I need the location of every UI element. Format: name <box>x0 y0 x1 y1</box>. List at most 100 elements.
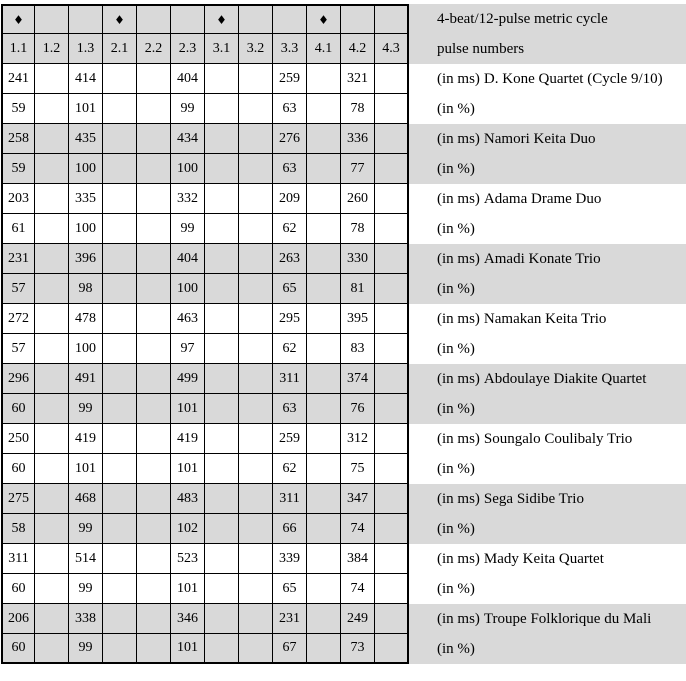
value: 330 <box>347 250 368 266</box>
value-cell: 419 <box>171 424 205 454</box>
empty-cell <box>205 334 239 364</box>
value: 435 <box>75 130 96 146</box>
value-cell: 258 <box>1 124 35 154</box>
unit-label: (in ms) <box>437 430 480 447</box>
value-cell: 60 <box>1 634 35 664</box>
value: 241 <box>8 70 29 86</box>
value-cell: 347 <box>341 484 375 514</box>
empty-cell <box>35 574 69 604</box>
value: 99 <box>180 100 195 116</box>
value: 336 <box>347 130 368 146</box>
value: 499 <box>177 370 198 386</box>
empty-cell <box>205 244 239 274</box>
pulse-number: 4.2 <box>348 40 367 56</box>
empty-cell <box>307 454 341 484</box>
value: 57 <box>11 280 26 296</box>
ensemble-name: Namori Keita Duo <box>483 130 596 147</box>
empty-cell <box>103 334 137 364</box>
value-cell: 101 <box>171 394 205 424</box>
empty-cell <box>205 634 239 664</box>
row-label-ms: (in ms) Namori Keita Duo <box>409 124 686 154</box>
value-cell: 60 <box>1 454 35 484</box>
empty-cell <box>137 4 171 34</box>
value: 346 <box>177 610 198 626</box>
value: 478 <box>75 310 96 326</box>
value: 100 <box>75 220 96 236</box>
empty-cell <box>239 304 273 334</box>
empty-cell <box>239 634 273 664</box>
diamond-icon: ♦ <box>216 12 227 27</box>
value-cell: 73 <box>341 634 375 664</box>
empty-cell <box>35 4 69 34</box>
value: 311 <box>279 370 300 386</box>
value: 468 <box>75 490 96 506</box>
table-title-text: 4-beat/12-pulse metric cycle <box>437 10 608 27</box>
empty-cell <box>375 364 409 394</box>
empty-cell <box>239 574 273 604</box>
value: 335 <box>75 190 96 206</box>
row-label-pct: (in %) <box>409 214 686 244</box>
empty-cell <box>375 574 409 604</box>
empty-cell <box>205 514 239 544</box>
empty-cell <box>205 154 239 184</box>
value: 63 <box>282 100 297 116</box>
value: 97 <box>180 340 195 356</box>
pulse-number: 1.2 <box>42 40 61 56</box>
pulse-header-cell: 2.2 <box>137 34 171 64</box>
empty-cell <box>375 604 409 634</box>
empty-cell <box>205 484 239 514</box>
value: 65 <box>282 280 297 296</box>
row-label-ms: (in ms) Abdoulaye Diakite Quartet <box>409 364 686 394</box>
value-cell: 74 <box>341 514 375 544</box>
empty-cell <box>137 604 171 634</box>
value: 250 <box>8 430 29 446</box>
empty-cell <box>35 544 69 574</box>
value: 260 <box>347 190 368 206</box>
empty-cell <box>103 184 137 214</box>
empty-cell <box>103 364 137 394</box>
empty-cell <box>239 454 273 484</box>
value-cell: 63 <box>273 94 307 124</box>
value: 100 <box>75 160 96 176</box>
row-label-pct: (in %) <box>409 94 686 124</box>
row-label-ms: (in ms) Troupe Folklorique du Mali <box>409 604 686 634</box>
empty-cell <box>35 514 69 544</box>
pulse-number: 2.2 <box>144 40 163 56</box>
value-cell: 62 <box>273 334 307 364</box>
pulse-number: 2.3 <box>178 40 197 56</box>
pulse-number: 1.1 <box>9 40 28 56</box>
value: 66 <box>282 520 297 536</box>
value: 60 <box>11 400 26 416</box>
empty-cell <box>103 454 137 484</box>
value: 321 <box>347 70 368 86</box>
metric-cycle-table: ♦ ♦ ♦ ♦ 4-beat/12-pulse metric cycle 1.1 1.2 1.… <box>1 4 686 664</box>
empty-cell <box>35 364 69 394</box>
value-cell: 312 <box>341 424 375 454</box>
empty-cell <box>137 514 171 544</box>
empty-cell <box>307 124 341 154</box>
empty-cell <box>307 604 341 634</box>
empty-cell <box>103 544 137 574</box>
value-cell: 99 <box>171 94 205 124</box>
value-cell: 101 <box>171 574 205 604</box>
unit-label: (in %) <box>437 160 475 177</box>
diamond-icon: ♦ <box>318 12 329 27</box>
empty-cell <box>103 394 137 424</box>
value-cell: 67 <box>273 634 307 664</box>
empty-cell <box>35 214 69 244</box>
empty-cell <box>103 604 137 634</box>
value-cell: 260 <box>341 184 375 214</box>
empty-cell <box>239 244 273 274</box>
empty-cell <box>103 214 137 244</box>
empty-cell <box>375 4 409 34</box>
value-cell: 99 <box>69 574 103 604</box>
table-title: 4-beat/12-pulse metric cycle <box>409 4 686 34</box>
value-cell: 231 <box>1 244 35 274</box>
value: 83 <box>350 340 365 356</box>
pulse-number: 3.2 <box>246 40 265 56</box>
empty-cell <box>35 304 69 334</box>
ensemble-name: Namakan Keita Trio <box>483 310 607 327</box>
value-cell: 491 <box>69 364 103 394</box>
empty-cell <box>205 274 239 304</box>
value: 434 <box>177 130 198 146</box>
